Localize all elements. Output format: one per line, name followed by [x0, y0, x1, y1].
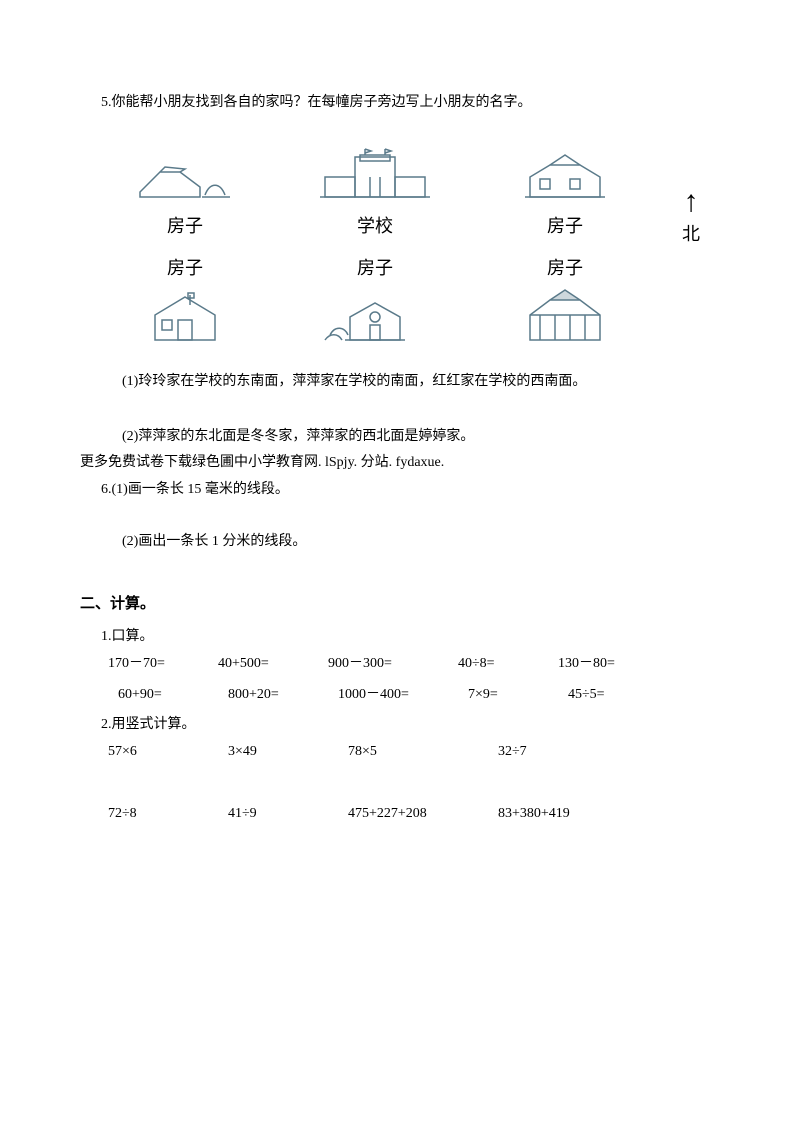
calc-item: 40+500= [218, 651, 328, 678]
calc-item: 1000－400= [338, 682, 468, 709]
north-indicator: ↑ 北 [682, 187, 700, 251]
mental-row-1: 60+90= 800+20= 1000－400= 7×9= 45÷5= [118, 682, 720, 709]
school-icon [305, 147, 445, 207]
caption-r2c1: 房子 [110, 251, 260, 285]
calc-item: 45÷5= [568, 682, 678, 709]
cell-r2c3: 房子 [490, 249, 640, 345]
house-icon [140, 285, 230, 345]
q6-sub2: (2)画出一条长 1 分米的线段。 [80, 529, 720, 556]
cell-r1c3: 房子 [490, 147, 640, 243]
caption-r2c3: 房子 [490, 251, 640, 285]
illus-row-2: 房子 房子 [110, 249, 700, 345]
caption-r2c2: 房子 [300, 251, 450, 285]
caption-r1c2: 学校 [300, 209, 450, 243]
calc-item: 130－80= [558, 651, 668, 678]
calc-item: 41÷9 [228, 801, 348, 828]
cell-r2c2: 房子 [300, 249, 450, 345]
calc-item: 475+227+208 [348, 801, 498, 828]
q6-sub1: 6.(1)画一条长 15 毫米的线段。 [80, 477, 720, 504]
calc-item: 83+380+419 [498, 801, 638, 828]
q5-prompt: 5.你能帮小朋友找到各自的家吗？在每幢房子旁边写上小朋友的名字。 [80, 90, 720, 117]
calc-item: 800+20= [228, 682, 338, 709]
section2-sub2: 2.用竖式计算。 [80, 712, 720, 739]
calc-item: 40÷8= [458, 651, 558, 678]
calc-item: 7×9= [468, 682, 568, 709]
cell-r2c1: 房子 [110, 249, 260, 345]
calc-item: 3×49 [228, 739, 348, 766]
mental-calc-block: 170－70= 40+500= 900－300= 40÷8= 130－80= 6… [108, 651, 720, 708]
calc-item: 72÷8 [108, 801, 228, 828]
house-icon [515, 285, 615, 345]
caption-r1c1: 房子 [110, 209, 260, 243]
section2-sub1: 1.口算。 [80, 624, 720, 651]
arrow-up-icon: ↑ [682, 187, 700, 217]
q5-sub2: (2)萍萍家的东北面是冬冬家，萍萍家的西北面是婷婷家。 [80, 424, 720, 451]
north-label: 北 [682, 224, 700, 244]
vertical-row-0: 57×6 3×49 78×5 32÷7 [108, 739, 720, 766]
cell-r1c1: 房子 [110, 147, 260, 243]
vertical-row-1: 72÷8 41÷9 475+227+208 83+380+419 [108, 801, 720, 828]
calc-item: 170－70= [108, 651, 218, 678]
q5-sub1: (1)玲玲家在学校的东南面，萍萍家在学校的南面，红红家在学校的西南面。 [80, 369, 720, 396]
cell-r1c2: 学校 [300, 147, 450, 243]
calc-item: 900－300= [328, 651, 458, 678]
house-icon [320, 285, 430, 345]
q5-illustration: 房子 学校 [110, 147, 700, 345]
house-icon [130, 147, 240, 207]
illus-row-1: 房子 学校 [110, 147, 700, 243]
mental-row-0: 170－70= 40+500= 900－300= 40÷8= 130－80= [108, 651, 720, 678]
calc-item: 57×6 [108, 739, 228, 766]
calc-item: 32÷7 [498, 739, 638, 766]
q5-footer: 更多免费试卷下载绿色圃中小学教育网. lSpjy. 分站. fydaxue. [80, 450, 720, 477]
calc-item: 60+90= [118, 682, 228, 709]
calc-item: 78×5 [348, 739, 498, 766]
caption-r1c3: 房子 [490, 209, 640, 243]
section2-title: 二、计算。 [80, 590, 720, 619]
house-icon [510, 147, 620, 207]
